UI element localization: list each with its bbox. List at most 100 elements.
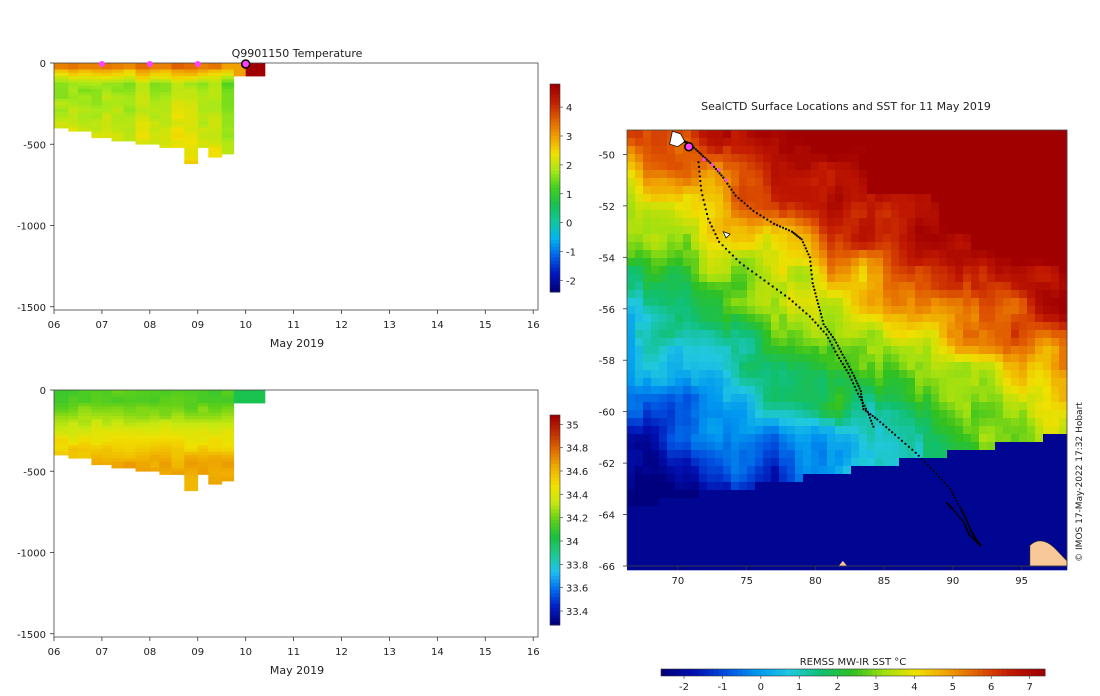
colorbar-segment (550, 621, 560, 626)
colorbar-segment (550, 611, 560, 615)
sst-cell (787, 394, 796, 403)
sst-cell (1059, 130, 1068, 139)
sst-cell (1003, 394, 1012, 403)
sst-cell (995, 394, 1004, 403)
sst-cell (827, 362, 836, 371)
sst-cell (771, 362, 780, 371)
sst-cell (779, 170, 788, 179)
salinity-cell (135, 419, 151, 423)
track-point (792, 231, 795, 234)
sst-cell (635, 162, 644, 171)
sst-cell (803, 346, 812, 355)
sst-cell (1027, 370, 1036, 379)
sst-cell (811, 234, 820, 243)
sst-cell (803, 410, 812, 419)
salinity-cell (171, 412, 185, 417)
sst-cell (667, 258, 676, 267)
sst-cell (971, 482, 980, 491)
x-tick-label: 16 (527, 320, 540, 331)
profile-marker (98, 61, 105, 67)
sst-cell (707, 442, 716, 451)
sst-colorbar-segment (757, 669, 763, 676)
sst-cell (923, 186, 932, 195)
colorbar-segment (550, 97, 560, 102)
sst-cell (843, 410, 852, 419)
sst-cell (1019, 298, 1028, 307)
sst-cell (971, 394, 980, 403)
y-tick-label: -1500 (17, 303, 46, 314)
sst-cell (923, 274, 932, 283)
sst-cell (651, 378, 660, 387)
temperature-cell (78, 72, 92, 77)
sst-cell (651, 434, 660, 443)
colorbar-segment (550, 565, 560, 570)
sst-cell (1059, 442, 1068, 451)
sst-cell (691, 514, 700, 523)
colorbar-segment (550, 446, 560, 451)
sst-cell (747, 498, 756, 507)
sst-cell (795, 154, 804, 163)
track-point (730, 188, 733, 191)
sst-cell (779, 370, 788, 379)
sst-cell (851, 370, 860, 379)
salinity-cell (54, 393, 69, 397)
x-tick-label: 14 (431, 320, 444, 331)
sst-cell (723, 378, 732, 387)
sst-cell (1059, 162, 1068, 171)
sst-cell (907, 370, 916, 379)
sst-cell (875, 490, 884, 499)
sst-cell (755, 458, 764, 467)
sst-cell (787, 266, 796, 275)
track-point (962, 521, 966, 524)
sst-cell (907, 250, 916, 259)
sst-cell (731, 210, 740, 219)
temperature-cell (197, 89, 209, 93)
sst-cell (1011, 162, 1020, 171)
sst-cell (987, 338, 996, 347)
sst-cell (875, 202, 884, 211)
sst-cell (1059, 514, 1068, 523)
sst-cell (1051, 138, 1060, 147)
sst-colorbar-segment (733, 669, 739, 676)
colorbar-tick-label: 3 (566, 132, 572, 143)
sst-cell (763, 466, 772, 475)
track-point (814, 321, 817, 324)
salinity-cell (111, 419, 124, 423)
kerguelen-island (669, 130, 686, 148)
temperature-cell (68, 63, 79, 67)
sst-cell (771, 466, 780, 475)
sst-cell (635, 354, 644, 363)
sst-cell (867, 170, 876, 179)
salinity-cell (111, 422, 124, 427)
sst-cell (827, 442, 836, 451)
sst-cell (691, 338, 700, 347)
sst-cell (627, 346, 636, 355)
salinity-cell (208, 416, 223, 420)
sst-cell (987, 314, 996, 323)
salinity-cell (123, 412, 136, 417)
sst-cell (755, 290, 764, 299)
sst-cell (835, 306, 844, 315)
sst-cell (1059, 138, 1068, 147)
sst-cell (659, 482, 668, 491)
sst-cell (747, 442, 756, 451)
sst-cell (891, 482, 900, 491)
salinity-section-cells (54, 390, 266, 492)
sst-cell (779, 450, 788, 459)
track-point (728, 251, 731, 254)
salinity-cell (68, 412, 79, 417)
sst-cell (627, 330, 636, 339)
sst-cell (675, 434, 684, 443)
colorbar-segment (550, 551, 560, 556)
track-point (838, 357, 841, 360)
sst-cell (947, 306, 956, 315)
sst-cell (787, 154, 796, 163)
sst-cell (1035, 266, 1044, 275)
sst-cell (1035, 514, 1044, 523)
sst-cell (1043, 218, 1052, 227)
sst-cell (963, 322, 972, 331)
track-point (828, 330, 831, 333)
temperature-cell (171, 118, 185, 122)
salinity-cell (208, 403, 223, 407)
sst-cell (755, 154, 764, 163)
